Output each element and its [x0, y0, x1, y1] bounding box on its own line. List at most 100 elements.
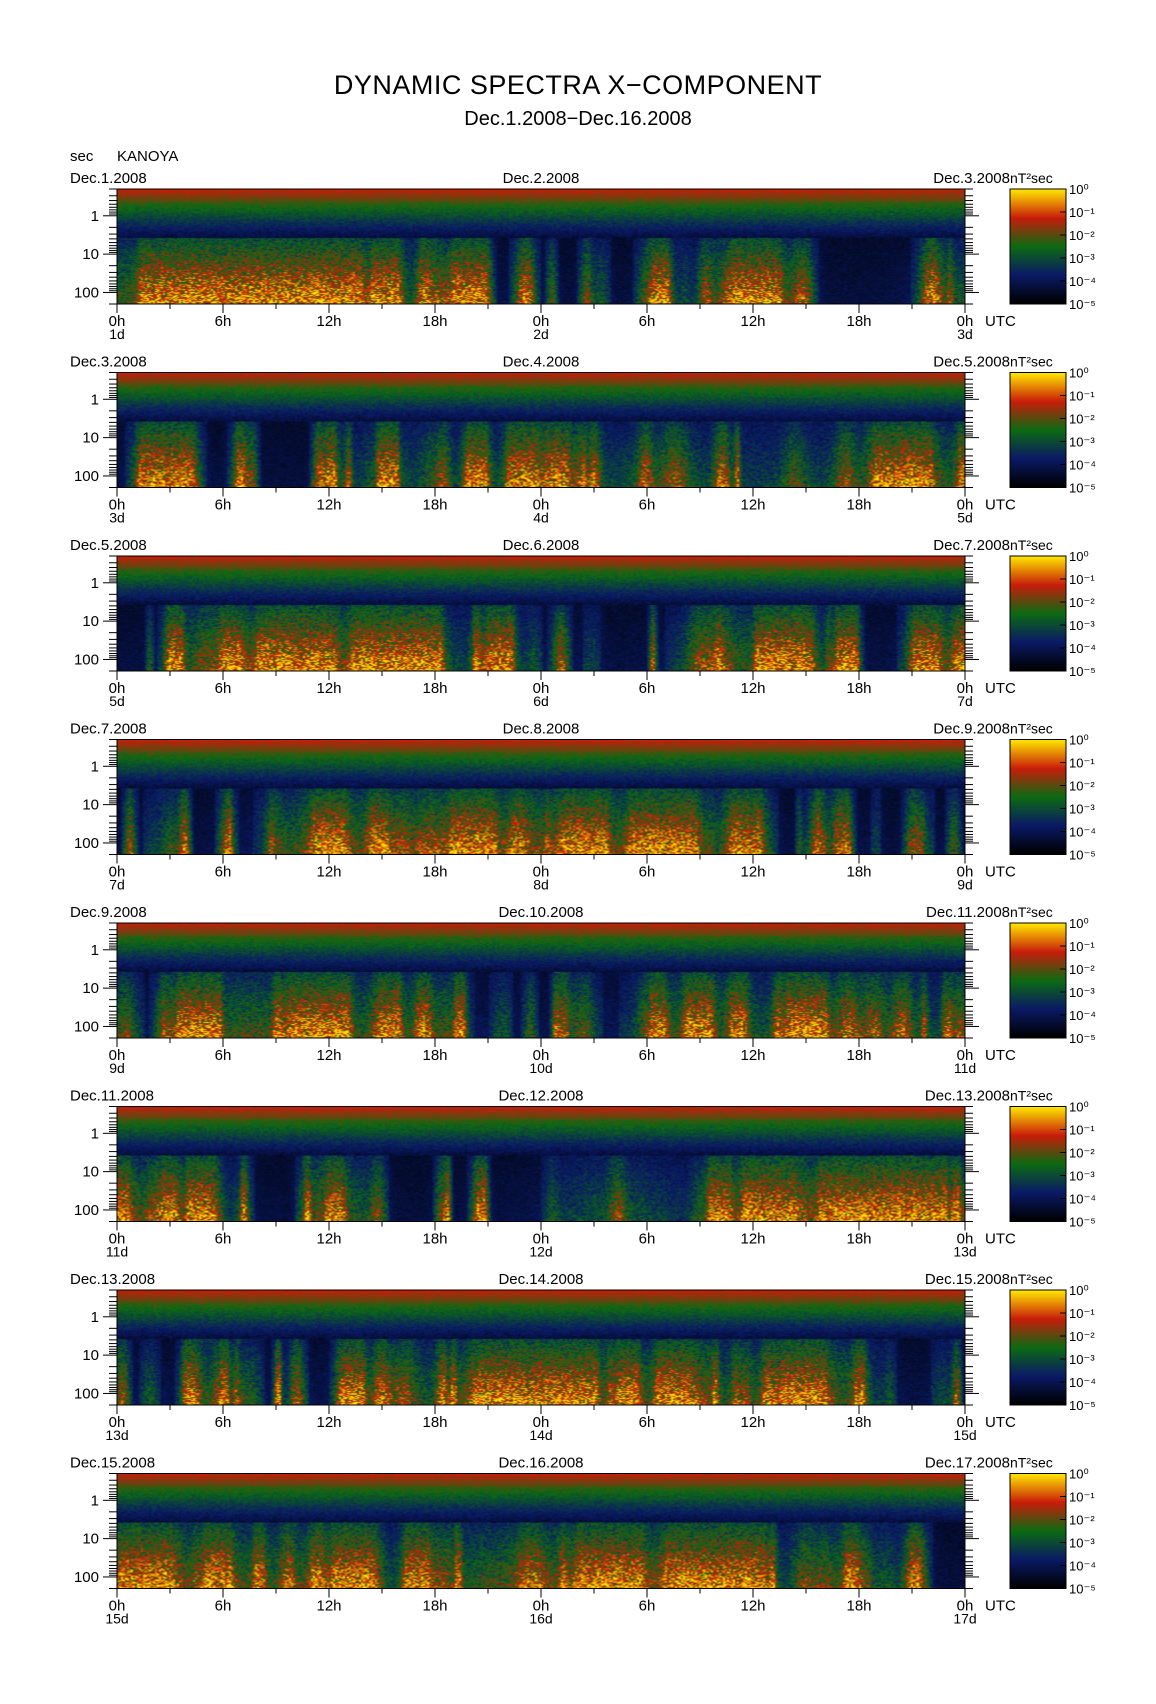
x-tick-label: 6h: [215, 1414, 232, 1431]
y-tick-label: 100: [74, 284, 99, 301]
colorbar-tick-label: 10⁻³: [1069, 435, 1095, 450]
y-tick-label: 1: [91, 208, 99, 225]
x-tick-label: 0h: [533, 1231, 550, 1248]
x-tick-label: 0h: [533, 1598, 550, 1615]
panel-date-mid: Dec.16.2008: [498, 1455, 583, 1472]
x-tick-label: 6h: [215, 1598, 232, 1615]
day-label: 11d: [954, 1060, 976, 1076]
x-axis-label: UTC: [985, 497, 1016, 514]
colorbar: [1010, 372, 1066, 488]
x-tick-label: 12h: [740, 1598, 765, 1615]
colorbar-tick-label: 10⁻⁵: [1069, 1215, 1096, 1230]
colorbar-unit: nT²sec: [1010, 721, 1053, 737]
colorbar-tick-label: 10⁰: [1069, 182, 1089, 197]
x-tick-label: 0h: [109, 1047, 126, 1064]
spectrum-panel: Dec.7.2008 Dec.8.2008 Dec.9.2008 1 10 100 0h 6h…: [70, 721, 1096, 893]
colorbar-unit: nT²sec: [1010, 537, 1053, 553]
x-tick-label: 0h: [957, 1414, 974, 1431]
colorbar: [1010, 1106, 1066, 1222]
panel-date-left: Dec.9.2008: [70, 904, 147, 921]
x-tick-label: 12h: [316, 864, 341, 881]
y-tick-label: 1: [91, 758, 99, 775]
colorbar: [1010, 556, 1066, 671]
x-tick-label: 6h: [639, 1598, 656, 1615]
x-tick-label: 18h: [846, 680, 871, 697]
x-tick-label: 18h: [846, 497, 871, 514]
x-tick-label: 6h: [215, 313, 232, 330]
x-tick-label: 0h: [109, 313, 126, 330]
day-label: 11d: [106, 1244, 128, 1260]
x-tick-label: 18h: [422, 680, 447, 697]
panel-date-mid: Dec.8.2008: [503, 721, 580, 738]
y-tick-label: 1: [91, 1309, 99, 1326]
panel-date-right: Dec.9.2008: [933, 721, 1010, 738]
x-tick-label: 0h: [957, 1047, 974, 1064]
x-tick-label: 0h: [109, 680, 126, 697]
y-tick-label: 10: [82, 430, 99, 447]
colorbar-tick-label: 10⁻⁴: [1069, 458, 1096, 473]
y-tick-label: 100: [74, 651, 99, 668]
panel-date-mid: Dec.6.2008: [503, 537, 580, 554]
x-tick-label: 12h: [316, 313, 341, 330]
x-tick-label: 12h: [740, 1047, 765, 1064]
x-tick-label: 6h: [639, 864, 656, 881]
colorbar: [1010, 189, 1066, 304]
colorbar-tick-label: 10⁻⁵: [1069, 1031, 1096, 1046]
x-tick-label: 18h: [846, 313, 871, 330]
x-axis-label: UTC: [985, 1598, 1016, 1615]
y-tick-label: 100: [74, 468, 99, 485]
colorbar-tick-label: 10⁻²: [1069, 1329, 1095, 1344]
colorbar-tick-label: 10⁻⁴: [1069, 1192, 1096, 1207]
spectrum-panel: Dec.11.2008 Dec.12.2008 Dec.13.2008 1 10 100 0…: [70, 1088, 1096, 1260]
x-tick-label: 6h: [215, 497, 232, 514]
spectrogram-image: [117, 1106, 965, 1222]
day-label: 15d: [953, 1427, 976, 1443]
colorbar-tick-label: 10⁰: [1069, 733, 1089, 748]
y-tick-label: 1: [91, 942, 99, 959]
spectrum-panel: Dec.1.2008 Dec.2.2008 Dec.3.2008 1 10 100 0h 6h…: [70, 170, 1096, 342]
x-tick-label: 0h: [109, 497, 126, 514]
colorbar-tick-label: 10⁻³: [1069, 618, 1095, 633]
spectrogram-image: [117, 189, 965, 304]
x-tick-label: 6h: [215, 864, 232, 881]
x-tick-label: 18h: [846, 1598, 871, 1615]
colorbar-tick-label: 10⁻³: [1069, 1169, 1095, 1184]
day-label: 9d: [109, 1060, 125, 1076]
day-label: 3d: [109, 510, 125, 526]
spectrogram-image: [117, 739, 965, 855]
panel-date-left: Dec.1.2008: [70, 170, 147, 187]
panel-date-mid: Dec.2.2008: [503, 170, 580, 187]
panel-date-mid: Dec.4.2008: [503, 354, 580, 371]
day-label: 13d: [105, 1427, 128, 1443]
panel-date-left: Dec.3.2008: [70, 354, 147, 371]
colorbar-tick-label: 10⁻¹: [1069, 1490, 1095, 1505]
colorbar-tick-label: 10⁻³: [1069, 251, 1095, 266]
panel-date-left: Dec.15.2008: [70, 1455, 155, 1472]
x-tick-label: 6h: [639, 1414, 656, 1431]
x-tick-label: 18h: [422, 1231, 447, 1248]
x-tick-label: 12h: [740, 1414, 765, 1431]
x-tick-label: 6h: [639, 497, 656, 514]
x-axis-label: UTC: [985, 1414, 1016, 1431]
y-tick-label: 1: [91, 1125, 99, 1142]
x-tick-label: 12h: [316, 1231, 341, 1248]
panel-date-mid: Dec.12.2008: [498, 1088, 583, 1105]
colorbar-unit: nT²sec: [1010, 1271, 1053, 1287]
x-tick-label: 18h: [846, 864, 871, 881]
x-tick-label: 18h: [422, 1047, 447, 1064]
day-label: 15d: [105, 1611, 128, 1627]
colorbar-unit: nT²sec: [1010, 170, 1053, 186]
colorbar-tick-label: 10⁻³: [1069, 985, 1095, 1000]
panel-date-left: Dec.11.2008: [70, 1088, 154, 1105]
y-tick-label: 10: [82, 1164, 99, 1181]
x-tick-label: 12h: [316, 1414, 341, 1431]
x-tick-label: 0h: [957, 313, 974, 330]
x-tick-label: 6h: [639, 1231, 656, 1248]
x-tick-label: 18h: [422, 864, 447, 881]
colorbar-tick-label: 10⁻⁴: [1069, 1008, 1096, 1023]
x-tick-label: 0h: [957, 497, 974, 514]
colorbar-unit: nT²sec: [1010, 1455, 1053, 1471]
colorbar-tick-label: 10⁻²: [1069, 412, 1095, 427]
x-tick-label: 18h: [846, 1047, 871, 1064]
y-tick-label: 1: [91, 391, 99, 408]
